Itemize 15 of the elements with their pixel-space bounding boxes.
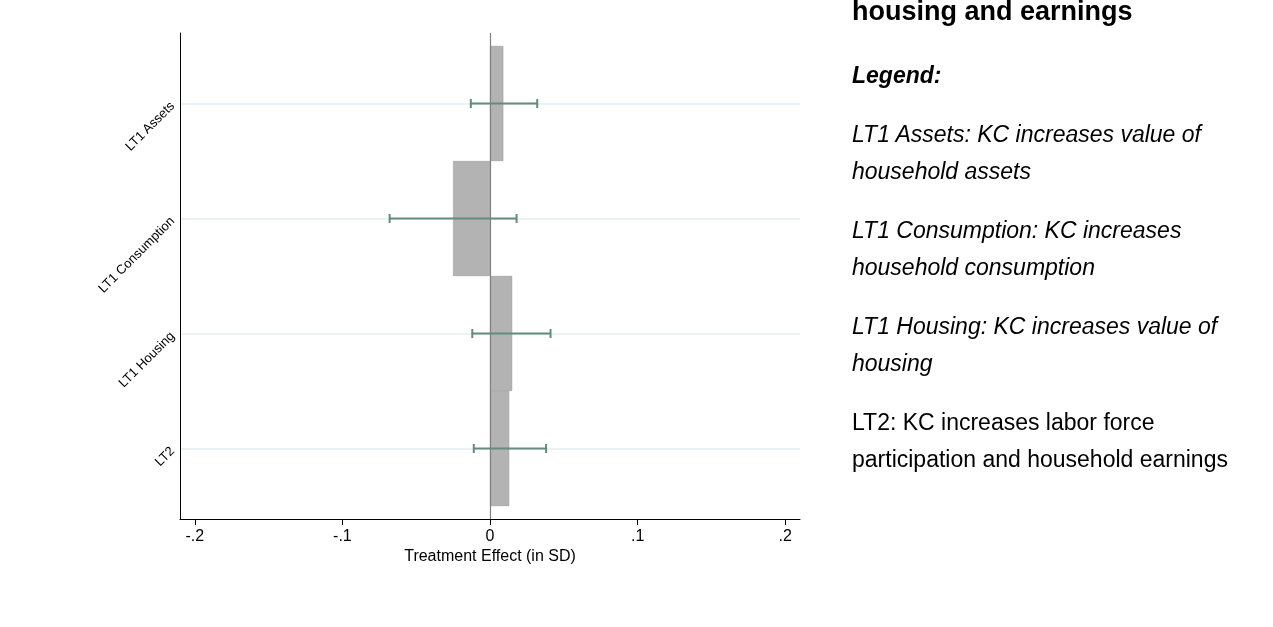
text: LT1 Consumption: KC increases household consumption [852,216,1183,282]
text: LT1 Assets: KC increases value of household assets [852,120,1204,186]
x-tick-label: -.2 [185,526,205,544]
text: housing and earnings [852,0,1134,26]
bar [453,161,490,276]
x-tick-label: .2 [778,526,793,544]
text: LT2: KC increases labor force participation and household earnings [852,408,1229,474]
legend-title: Legend: [852,61,943,90]
x-axis-title: Treatment Effect (in SD) [404,547,576,565]
text: LT1 Housing: KC increases value of housing [852,312,1220,378]
x-tick-label: -.1 [333,526,352,544]
bar [490,46,504,161]
y-tick-label: LT2 [151,443,178,469]
x-tick-label: .1 [630,526,645,544]
x-tick-label: 0 [485,526,495,544]
